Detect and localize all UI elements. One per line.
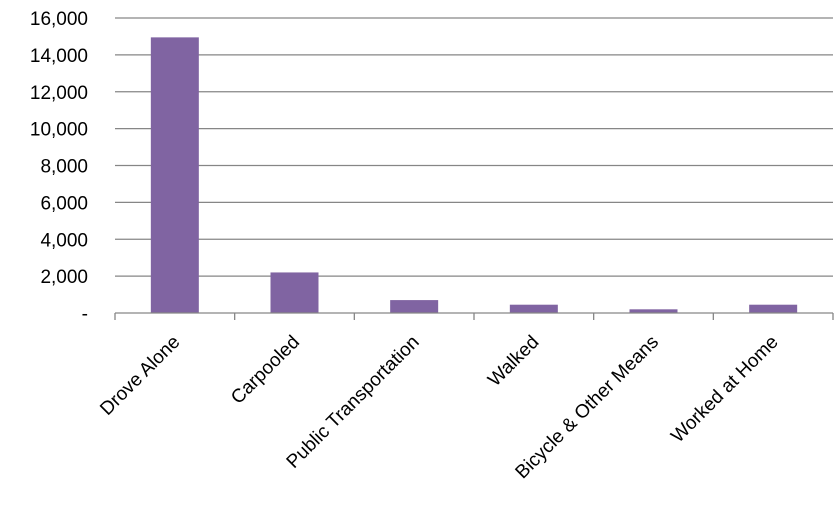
x-tick-label: Carpooled — [227, 332, 304, 409]
x-tick-label: Public Transportation — [283, 332, 424, 473]
x-tick-label: Drove Alone — [96, 332, 184, 420]
bars — [150, 37, 798, 313]
x-axis — [114, 312, 834, 320]
y-axis-tick-labels: - 2,000 4,000 6,000 8,000 10,000 12,000 14,000 1… — [30, 9, 88, 325]
y-tick-label: 16,000 — [30, 9, 88, 30]
y-tick-label: 14,000 — [30, 46, 88, 67]
x-tick-label: Worked at Home — [667, 332, 782, 447]
y-tick-label: 12,000 — [30, 83, 88, 104]
y-tick-label: 4,000 — [40, 230, 88, 251]
bar — [749, 304, 798, 313]
x-tick-label: Walked — [484, 332, 543, 391]
bar — [270, 272, 319, 313]
y-tick-label: 2,000 — [40, 267, 88, 288]
gridlines — [115, 17, 833, 277]
bar — [509, 304, 558, 313]
y-tick-label: 8,000 — [40, 157, 88, 178]
bar — [150, 37, 199, 313]
bar — [390, 300, 439, 313]
y-tick-label: 6,000 — [40, 193, 88, 214]
y-tick-label: - — [82, 304, 88, 325]
y-tick-label: 10,000 — [30, 120, 88, 141]
bar — [629, 309, 678, 313]
